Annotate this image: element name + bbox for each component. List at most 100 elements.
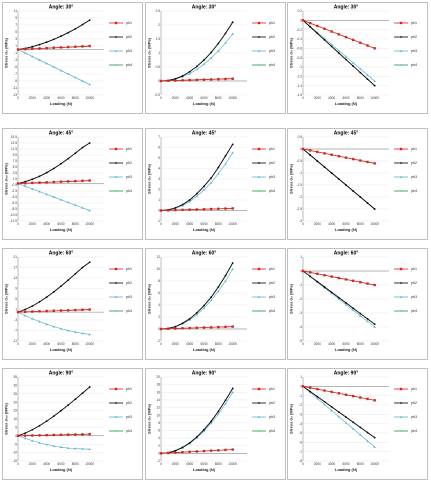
legend-label: ph2 xyxy=(269,35,275,39)
point-marker-ph1 xyxy=(337,392,341,395)
point-marker-ph3 xyxy=(52,444,56,447)
x-tick-label: 10000 xyxy=(228,462,237,466)
point-marker-ph2 xyxy=(188,199,191,201)
point-marker-ph2 xyxy=(309,390,312,393)
x-tick-label: 10000 xyxy=(85,342,94,346)
point-marker-ph1 xyxy=(166,327,170,330)
point-marker-ph1 xyxy=(59,180,63,183)
point-marker-ph1 xyxy=(316,387,319,391)
point-marker-ph2 xyxy=(38,300,41,303)
y-tick-label: 21 xyxy=(13,255,17,259)
point-marker-ph3 xyxy=(209,181,213,184)
point-marker-ph2 xyxy=(359,426,362,429)
legend-marker-ph3 xyxy=(399,415,403,418)
point-marker-ph3 xyxy=(195,195,199,198)
y-tick-label: -3 xyxy=(299,219,302,223)
legend-marker-ph1 xyxy=(114,147,118,151)
point-marker-ph3 xyxy=(224,162,227,165)
y-tick-label: 6 xyxy=(158,146,160,150)
point-marker-ph1 xyxy=(74,433,77,436)
legend-marker-ph3 xyxy=(257,175,261,178)
y-tick-label: -15 xyxy=(12,459,17,463)
point-marker-ph1 xyxy=(159,327,163,331)
y-tick-label: 4 xyxy=(158,303,160,307)
chart-svg: Angle: 45° -3 -2.5 -2 -1.5 -1 -0.5 0 0.5 0 2000 400… xyxy=(289,131,418,233)
point-marker-ph3 xyxy=(351,427,355,430)
point-marker-ph1 xyxy=(31,181,34,185)
point-marker-ph2 xyxy=(60,285,62,288)
point-marker-ph3 xyxy=(209,56,213,59)
y-tick-label: -5 xyxy=(299,339,302,343)
x-tick-label: 0 xyxy=(17,462,19,466)
point-marker-ph1 xyxy=(344,278,348,281)
point-marker-ph1 xyxy=(16,48,20,51)
point-marker-ph3 xyxy=(366,73,369,76)
point-marker-ph2 xyxy=(88,19,91,21)
x-tick-label: 2000 xyxy=(314,222,321,226)
series-line-ph3 xyxy=(160,33,233,82)
x-tick-label: 2000 xyxy=(172,342,179,346)
point-marker-ph2 xyxy=(366,202,369,204)
point-marker-ph2 xyxy=(352,65,355,67)
point-marker-ph3 xyxy=(224,279,227,282)
point-marker-ph3 xyxy=(224,41,227,44)
chart-panel: Angle: 45° -3 -2.5 -2 -1.5 -1 -0.5 0 0.5 0 2000 400… xyxy=(287,128,428,240)
point-marker-ph1 xyxy=(209,207,213,211)
x-axis-label: Loading (N) xyxy=(335,467,358,472)
point-marker-ph3 xyxy=(74,203,77,206)
chart-title: Angle: 60° xyxy=(334,251,359,257)
y-tick-label: 12 xyxy=(156,255,160,259)
point-marker-ph3 xyxy=(23,184,27,188)
legend-marker-ph1 xyxy=(399,267,403,271)
x-tick-label: 0 xyxy=(160,96,162,100)
point-marker-ph3 xyxy=(23,51,27,54)
point-marker-ph2 xyxy=(345,302,347,304)
point-marker-ph2 xyxy=(188,317,191,320)
x-tick-label: 4000 xyxy=(328,342,335,346)
legend-marker-ph2 xyxy=(115,402,117,404)
series-line-ph2 xyxy=(17,19,90,50)
point-marker-ph1 xyxy=(308,21,312,25)
point-marker-ph1 xyxy=(316,24,319,28)
y-tick-label: -7 xyxy=(299,450,302,454)
chart-panel: Angle: 30° -0.5 0 0.5 1 1.5 2 2.5 0 2000 4000 6000 8… xyxy=(145,2,286,114)
y-tick-label: 4 xyxy=(158,436,160,440)
legend-label: ph2 xyxy=(126,281,132,285)
point-marker-ph2 xyxy=(217,286,220,288)
point-marker-ph2 xyxy=(60,162,62,165)
y-tick-label: -1 xyxy=(299,65,302,69)
y-tick-label: -2 xyxy=(299,195,302,199)
y-axis-label: Stress σ₀ (MPa) xyxy=(289,283,294,314)
chart-panel: Angle: 60° -2 0 2 4 6 8 10 12 0 2000 4000 6000 8000 10… xyxy=(145,248,286,360)
y-tick-label: -5 xyxy=(14,442,17,446)
y-axis-label: Stress σ₀ (MPa) xyxy=(147,163,152,194)
x-tick-label: 4000 xyxy=(186,222,193,226)
y-tick-label: 5 xyxy=(15,30,17,34)
point-marker-ph2 xyxy=(323,286,326,288)
legend-marker-ph2 xyxy=(115,162,117,164)
y-tick-label: -12.5 xyxy=(10,219,17,223)
point-marker-ph2 xyxy=(74,272,77,275)
legend-label: ph3 xyxy=(269,49,275,53)
y-tick-label: 0.5 xyxy=(156,65,161,69)
legend-label: ph2 xyxy=(411,161,417,165)
point-marker-ph3 xyxy=(88,209,91,212)
point-marker-ph1 xyxy=(373,47,376,50)
point-marker-ph1 xyxy=(202,208,206,211)
point-marker-ph2 xyxy=(60,409,62,412)
legend-label: ph4 xyxy=(411,429,417,433)
chart-title: Angle: 90° xyxy=(49,371,74,377)
x-tick-label: 6000 xyxy=(57,222,64,226)
point-marker-ph3 xyxy=(45,62,48,65)
x-tick-label: 8000 xyxy=(357,96,364,100)
point-marker-ph1 xyxy=(308,149,312,152)
y-tick-label: -4 xyxy=(299,325,302,329)
y-tick-label: 0 xyxy=(300,147,302,151)
x-tick-label: 6000 xyxy=(200,96,207,100)
x-tick-label: 4000 xyxy=(186,96,193,100)
point-marker-ph3 xyxy=(38,190,41,193)
point-marker-ph1 xyxy=(66,45,70,49)
point-marker-ph2 xyxy=(217,166,220,169)
point-marker-ph2 xyxy=(231,21,234,24)
